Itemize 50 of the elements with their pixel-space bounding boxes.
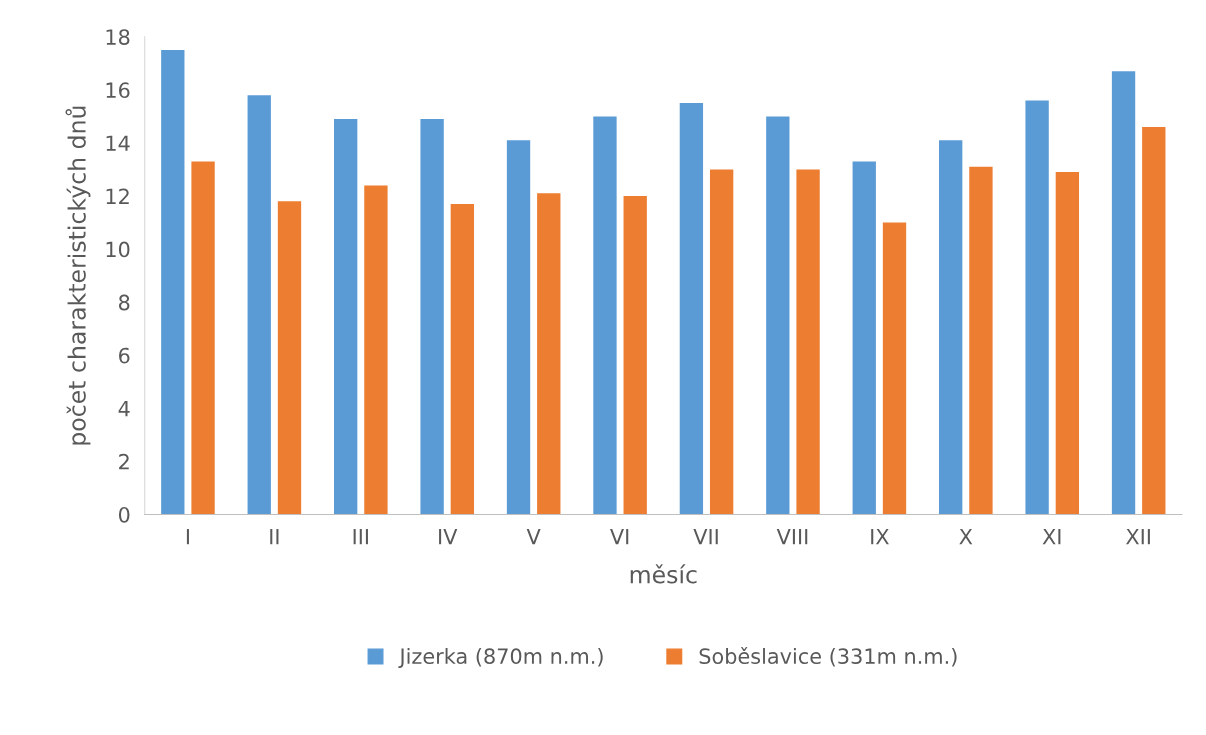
x-tick-label: IV — [439, 529, 458, 545]
bar — [420, 119, 444, 515]
bar — [709, 169, 734, 515]
legend-label: Jizerka (870m n.m.) — [398, 647, 603, 668]
bar — [679, 103, 704, 515]
x-tick-label: III — [353, 529, 368, 545]
bar — [1025, 100, 1049, 515]
x-tick-label: V — [526, 529, 541, 545]
bar — [364, 185, 388, 515]
x-tick-label: IX — [871, 529, 889, 545]
bar — [277, 201, 302, 515]
x-tick-label: II — [270, 529, 279, 545]
bar — [1055, 172, 1080, 515]
bar — [939, 140, 963, 515]
bar — [161, 50, 185, 515]
y-tick-label: 10 — [106, 241, 130, 258]
bar — [766, 116, 790, 515]
y-tick-label: 2 — [119, 453, 129, 470]
legend-label: Soběslavice (331m n.m.) — [699, 647, 957, 667]
x-axis-title: měsíc — [630, 564, 697, 584]
bar — [334, 119, 358, 515]
bar — [537, 193, 561, 515]
bar — [1111, 71, 1136, 515]
bar — [852, 161, 876, 515]
bar — [593, 116, 617, 515]
y-tick-label: 8 — [118, 294, 130, 311]
x-tick-label: XII — [1126, 529, 1150, 545]
x-tick-label: VI — [610, 529, 629, 545]
bar — [882, 222, 907, 515]
x-tick-label: XI — [1042, 529, 1061, 545]
y-tick-label: 16 — [106, 82, 130, 99]
y-tick-label: 18 — [106, 29, 130, 45]
y-tick-label: 14 — [106, 135, 130, 151]
y-tick-label: 4 — [118, 401, 130, 417]
bar — [623, 196, 647, 515]
bar — [1142, 126, 1166, 515]
y-tick-label: 12 — [106, 188, 129, 204]
bar — [969, 166, 993, 515]
y-axis-title: počet charakteristických dnů — [65, 106, 91, 445]
x-tick-label: VII — [693, 529, 718, 545]
y-tick-label: 0 — [118, 506, 130, 523]
bar — [191, 161, 215, 515]
bar — [796, 169, 820, 515]
bar — [506, 140, 531, 515]
x-tick-label: X — [959, 529, 973, 545]
bar — [450, 203, 475, 515]
x-tick-label: I — [186, 529, 189, 545]
y-tick-label: 6 — [119, 347, 130, 364]
bar — [247, 95, 271, 515]
x-tick-label: VIII — [776, 529, 808, 545]
